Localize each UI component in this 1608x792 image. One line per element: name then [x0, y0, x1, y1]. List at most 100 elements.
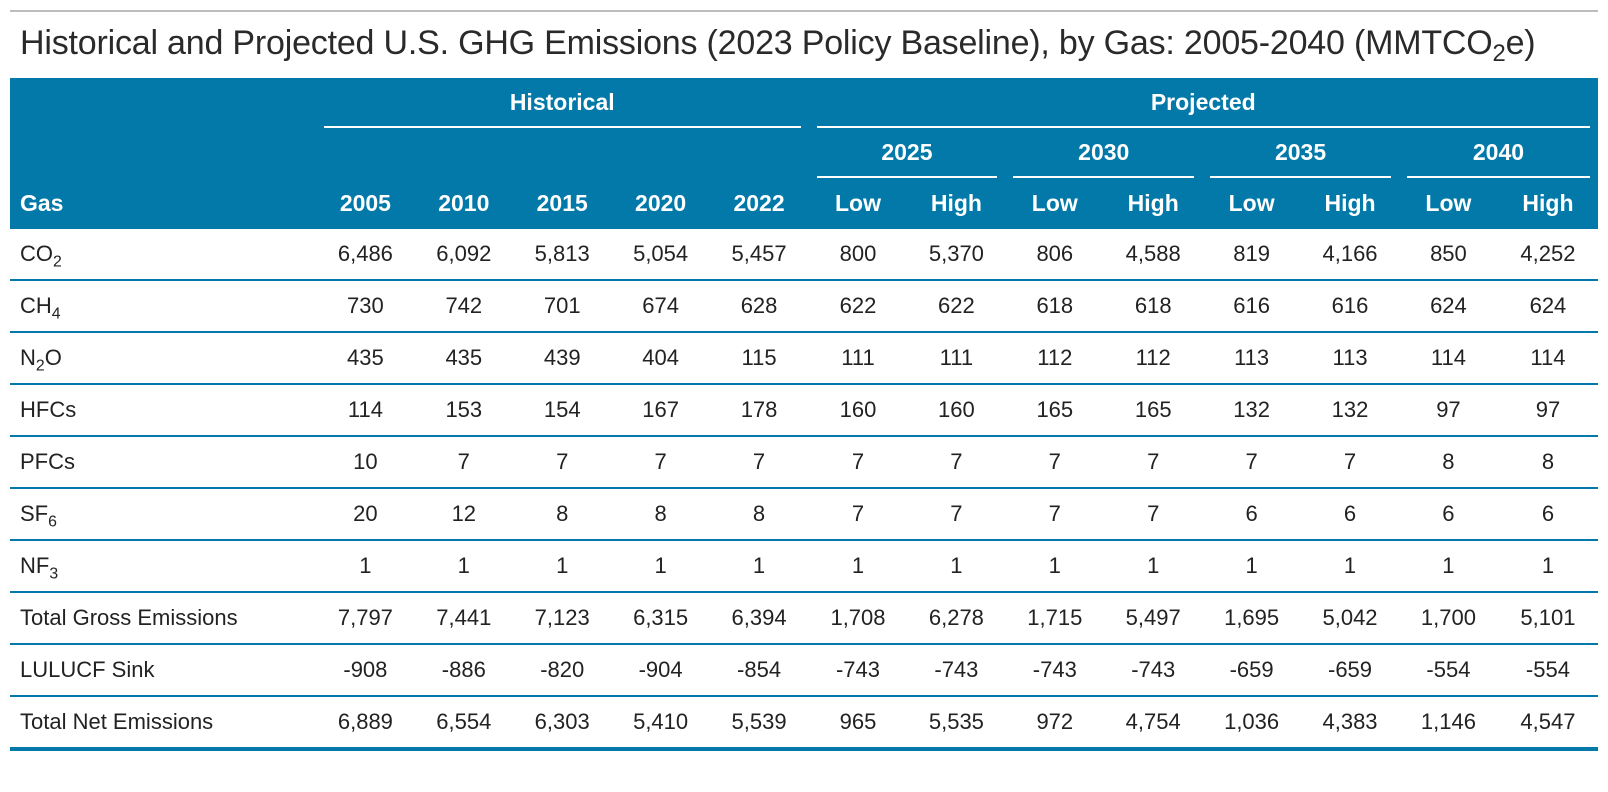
gas-name-cell: NF3: [10, 540, 316, 593]
gas-name: Total Gross Emissions: [20, 605, 238, 630]
value-cell: 1: [611, 540, 710, 593]
value-cell: 618: [1005, 280, 1105, 333]
table-row: Total Net Emissions 6,889 6,554 6,303 5,410 5…: [10, 696, 1598, 751]
value-cell: 6: [1202, 488, 1302, 541]
header-year-group: 2030: [1005, 128, 1203, 178]
value-cell: 1: [1398, 540, 1498, 593]
table-row: NF3 1 1 1 1 1 1 1 1 1 1 1 1 1: [10, 540, 1598, 593]
value-cell: 7: [1005, 488, 1105, 541]
value-cell: 1,715: [1005, 592, 1105, 645]
value-cell: 6,315: [611, 592, 710, 645]
value-cell: 850: [1398, 229, 1498, 281]
value-cell: 153: [414, 384, 513, 437]
value-cell: 6,554: [414, 696, 513, 751]
title-subscript: 2: [1492, 40, 1506, 68]
value-cell: 5,410: [611, 696, 710, 751]
header-blank: [10, 78, 316, 128]
value-cell: 806: [1005, 229, 1105, 281]
value-cell: 404: [611, 332, 710, 385]
value-cell: 701: [512, 280, 612, 333]
value-cell: 8: [1398, 436, 1498, 489]
table-row: SF6 20 12 8 8 8 7 7 7 7 6 6 6 6: [10, 488, 1598, 541]
value-cell: 165: [1005, 384, 1105, 437]
value-cell: 1: [709, 540, 809, 593]
value-cell: 20: [315, 488, 415, 541]
gas-name: LULUCF Sink: [20, 657, 155, 682]
gas-subscript: 2: [35, 357, 45, 375]
value-cell: 730: [315, 280, 415, 333]
value-cell: -886: [414, 644, 513, 697]
value-cell: 624: [1497, 280, 1598, 333]
table-row: CO2 6,486 6,092 5,813 5,054 5,457 800 5,370 806 4…: [10, 229, 1598, 281]
year-label: 2035: [1210, 129, 1391, 178]
value-cell: 4,166: [1301, 229, 1399, 281]
gas-name: PFCs: [20, 449, 75, 474]
header-year: 2015: [512, 178, 612, 229]
value-cell: 5,042: [1301, 592, 1399, 645]
projected-label: Projected: [816, 79, 1590, 128]
table-row: LULUCF Sink -908 -886 -820 -904 -854 -743 -743-…: [10, 644, 1598, 697]
gas-name: HFCs: [20, 397, 77, 422]
table-row: HFCs 114 153 154 167 178 160 160 165 165 132 132 97 9…: [10, 384, 1598, 437]
header-year: 2020: [611, 178, 710, 229]
table-header: Historical Projected 2025 2030 2035 2040…: [10, 78, 1598, 229]
value-cell: 7: [1104, 436, 1203, 489]
value-cell: 6: [1398, 488, 1498, 541]
header-historical: Historical: [315, 78, 809, 128]
value-cell: 5,370: [907, 229, 1006, 281]
value-cell: 113: [1202, 332, 1302, 385]
gas-name-cell: N2O: [10, 332, 316, 385]
value-cell: 160: [907, 384, 1006, 437]
value-cell: 628: [709, 280, 809, 333]
value-cell: 4,383: [1301, 696, 1399, 751]
value-cell: -554: [1398, 644, 1498, 697]
value-cell: 6,889: [315, 696, 415, 751]
gas-subscript: 4: [51, 305, 61, 323]
value-cell: -820: [512, 644, 612, 697]
value-cell: 114: [1398, 332, 1498, 385]
header-blank: [315, 128, 809, 178]
value-cell: 674: [611, 280, 710, 333]
table-row: Total Gross Emissions 7,797 7,441 7,123 6,31…: [10, 592, 1598, 645]
value-cell: 4,588: [1104, 229, 1203, 281]
gas-name: CH: [20, 293, 52, 318]
value-cell: 8: [1497, 436, 1598, 489]
value-cell: 154: [512, 384, 612, 437]
value-cell: 1: [907, 540, 1006, 593]
value-cell: 5,813: [512, 229, 612, 281]
value-cell: 113: [1301, 332, 1399, 385]
value-cell: 7: [808, 436, 908, 489]
value-cell: 4,252: [1497, 229, 1598, 281]
year-label: 2025: [816, 129, 998, 178]
header-year-group: 2025: [808, 128, 1006, 178]
value-cell: 5,457: [709, 229, 809, 281]
header-blank: [10, 128, 316, 178]
value-cell: 6,278: [907, 592, 1006, 645]
value-cell: 616: [1202, 280, 1302, 333]
value-cell: 178: [709, 384, 809, 437]
value-cell: 5,497: [1104, 592, 1203, 645]
header-low: Low: [808, 178, 908, 229]
value-cell: 7: [808, 488, 908, 541]
gas-name-cell: CH4: [10, 280, 316, 333]
gas-name-cell: Total Gross Emissions: [10, 592, 316, 645]
gas-name-cell: SF6: [10, 488, 316, 541]
year-label: 2040: [1406, 129, 1590, 178]
year-label: 2030: [1013, 129, 1195, 178]
title-main: Historical and Projected U.S. GHG Emissi…: [20, 24, 1493, 62]
value-cell: 7: [512, 436, 612, 489]
value-cell: 7: [611, 436, 710, 489]
gas-name-cell: Total Net Emissions: [10, 696, 316, 751]
value-cell: -743: [907, 644, 1006, 697]
value-cell: -904: [611, 644, 710, 697]
value-cell: 5,054: [611, 229, 710, 281]
value-cell: 7: [709, 436, 809, 489]
value-cell: 618: [1104, 280, 1203, 333]
table-row: CH4 730 742 701 674 628 622 622 618 618 616 616 624 6…: [10, 280, 1598, 333]
value-cell: 1,695: [1202, 592, 1302, 645]
value-cell: 439: [512, 332, 612, 385]
header-high: High: [1104, 178, 1203, 229]
gas-name-cell: PFCs: [10, 436, 316, 489]
value-cell: 132: [1202, 384, 1302, 437]
header-year: 2022: [709, 178, 809, 229]
